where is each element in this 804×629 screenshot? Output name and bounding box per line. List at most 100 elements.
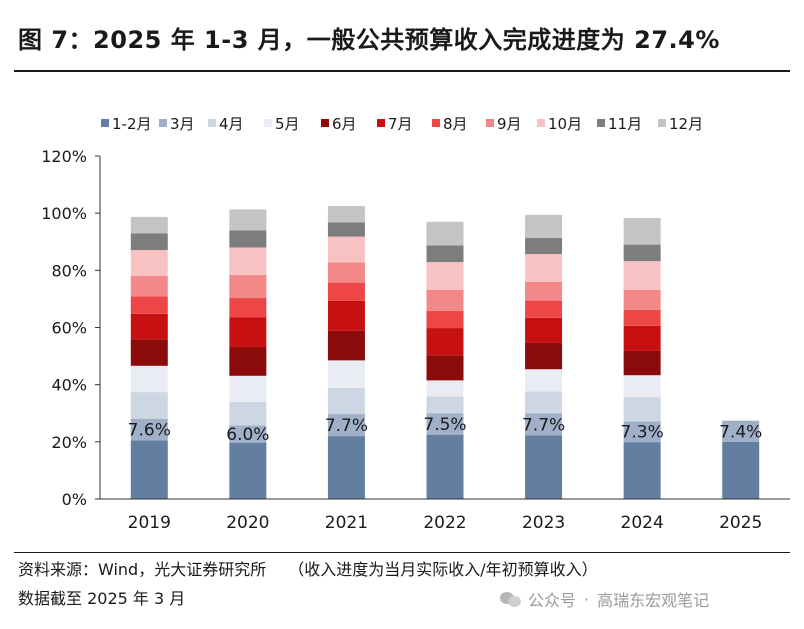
- data-label: 7.7%: [325, 416, 368, 436]
- bar-segment: [525, 391, 563, 414]
- data-labels: 7.6% 6.0% 7.7% 7.5% 7.7% 7.3% 7.4%: [128, 415, 763, 445]
- legend-label: 6月: [332, 115, 357, 133]
- legend-swatch: [597, 119, 605, 127]
- x-tick-label: 2020: [226, 513, 269, 533]
- bar-segment: [426, 396, 464, 414]
- bar-segment: [623, 397, 661, 422]
- bar-segment: [426, 355, 464, 381]
- data-label: 7.3%: [621, 423, 664, 443]
- x-tick-label: 2023: [522, 513, 565, 533]
- bar-segment: [130, 250, 168, 277]
- legend-label: 7月: [388, 115, 413, 133]
- bar-segment: [426, 221, 464, 246]
- bar-segment: [623, 244, 661, 262]
- y-tick-label: 0%: [62, 490, 87, 509]
- legend: 1-2月 3月 4月 5月 6月 7月 8月 9月 10月 11月 12月: [101, 115, 703, 133]
- bar-segment: [327, 300, 365, 331]
- bar-segment: [229, 274, 267, 299]
- source-text: 资料来源：Wind，光大证券研究所: [18, 560, 267, 579]
- bar-segment: [623, 421, 661, 443]
- data-label: 7.6%: [128, 421, 171, 441]
- bar-segment: [327, 436, 365, 499]
- bar-segment: [623, 325, 661, 351]
- bar-segment: [130, 233, 168, 251]
- legend-swatch: [377, 119, 385, 127]
- bar-segment: [525, 238, 563, 255]
- bar-segment: [327, 387, 365, 415]
- bar-segment: [426, 245, 464, 263]
- bar-segment: [623, 350, 661, 376]
- legend-swatch: [537, 119, 545, 127]
- legend-label: 11月: [608, 115, 642, 133]
- x-tick-label: 2024: [621, 513, 664, 533]
- bar-segment: [426, 289, 464, 311]
- y-tick-label: 60%: [51, 319, 87, 338]
- x-axis: 2019 2020 2021 2022 2023 2024 2025: [100, 498, 790, 533]
- x-tick-label: 2022: [423, 513, 466, 533]
- legend-label: 3月: [170, 115, 195, 133]
- bar-segment: [229, 375, 267, 402]
- legend-swatch: [208, 119, 216, 127]
- bar-segment: [327, 262, 365, 283]
- legend-label: 1-2月: [112, 115, 152, 133]
- bar-segment: [130, 313, 168, 340]
- watermark: 公众号 · 高瑞东宏观笔记: [500, 587, 709, 611]
- bar-segment: [229, 401, 267, 426]
- legend-label: 5月: [275, 115, 300, 133]
- bar-segment: [229, 247, 267, 275]
- legend-label: 4月: [219, 115, 244, 133]
- y-tick-label: 100%: [41, 204, 87, 223]
- legend-label: 12月: [669, 115, 703, 133]
- bar-segment: [525, 413, 563, 436]
- bar-segment: [525, 342, 563, 370]
- x-tick-label: 2025: [719, 513, 762, 533]
- legend-swatch: [321, 119, 329, 127]
- bar-segment: [229, 425, 267, 443]
- footer-divider: [14, 552, 790, 553]
- bar-segment: [426, 413, 464, 435]
- watermark-separator: ·: [584, 589, 590, 609]
- bar-segment: [426, 434, 464, 499]
- data-label: 7.7%: [522, 415, 565, 435]
- bar-segment: [722, 420, 760, 442]
- x-tick-label: 2019: [128, 513, 171, 533]
- bar-segment: [327, 222, 365, 237]
- legend-swatch: [101, 119, 109, 127]
- data-label: 7.5%: [423, 415, 466, 435]
- bar-segment: [426, 310, 464, 329]
- bar-segment: [623, 218, 661, 245]
- bar-segment: [525, 254, 563, 282]
- bar-segment: [426, 380, 464, 397]
- bar-segment: [525, 214, 563, 239]
- data-label: 7.4%: [719, 422, 762, 442]
- y-tick-label: 20%: [51, 433, 87, 452]
- legend-swatch: [486, 119, 494, 127]
- chart-title: 图 7：2025 年 1-3 月，一般公共预算收入完成进度为 27.4%: [18, 26, 720, 54]
- bar-segment: [229, 230, 267, 248]
- bar-segment: [130, 365, 168, 393]
- bar-segment: [525, 317, 563, 343]
- bar-segment: [525, 281, 563, 301]
- bar-segment: [327, 330, 365, 361]
- legend-label: 9月: [497, 115, 522, 133]
- legend-swatch: [658, 119, 666, 127]
- bar-segment: [722, 441, 760, 499]
- bar-segment: [623, 442, 661, 499]
- bar-segment: [623, 261, 661, 290]
- as-of-date: 数据截至 2025 年 3 月: [18, 589, 186, 608]
- y-axis: 0% 20% 40% 60% 80% 100% 120%: [41, 147, 101, 509]
- bar-segment: [130, 418, 168, 441]
- stacked-bar-chart: 1-2月 3月 4月 5月 6月 7月 8月 9月 10月 11月 12月 0% 20% 40% 60% 8…: [41, 115, 790, 533]
- bar-segment: [130, 392, 168, 419]
- bars: [130, 206, 760, 499]
- bar-segment: [130, 296, 168, 314]
- legend-swatch: [264, 119, 272, 127]
- bar-segment: [426, 328, 464, 356]
- bar-segment: [130, 216, 168, 234]
- bar-segment: [130, 440, 168, 499]
- title-divider: [14, 70, 790, 72]
- bar-segment: [229, 317, 267, 347]
- bar-segment: [130, 276, 168, 297]
- bar-segment: [229, 442, 267, 499]
- bar-segment: [229, 346, 267, 376]
